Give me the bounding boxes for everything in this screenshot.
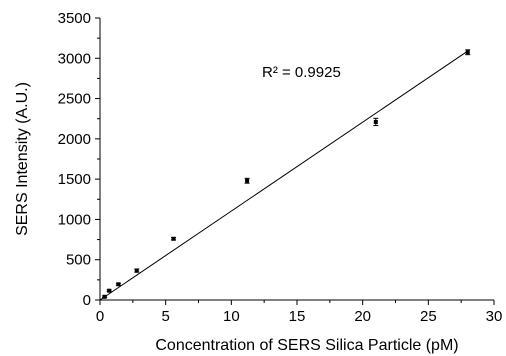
point-marker [171, 236, 176, 241]
y-tick-label: 0 [83, 292, 91, 309]
point-marker [102, 294, 107, 299]
chart-axes [99, 18, 494, 301]
y-tick-label: 1500 [58, 171, 91, 188]
data-point [244, 177, 250, 184]
r-squared-annotation: R² = 0.9925 [262, 64, 341, 81]
data-point [373, 117, 379, 127]
y-tick-label: 2500 [58, 91, 91, 108]
x-tick-label: 20 [354, 308, 371, 325]
y-axis-title: SERS Intensity (A.U.) [14, 82, 31, 236]
x-tick-label: 30 [486, 308, 503, 325]
y-tick-label: 3000 [58, 50, 91, 67]
axis-ticks [95, 17, 495, 305]
trend-line-group [99, 50, 469, 301]
data-point [115, 282, 121, 287]
point-marker [107, 288, 112, 293]
y-tick-label: 500 [66, 252, 91, 269]
data-point [134, 268, 140, 273]
data-point [102, 294, 108, 299]
y-tick-label: 3500 [58, 10, 91, 27]
data-point [171, 236, 177, 241]
tick-labels: 0 500 1000 1500 2000 2500 3000 3500 0 5 10 15 20 25 30 [58, 10, 503, 325]
point-marker [373, 119, 378, 124]
y-tick-label: 2000 [58, 131, 91, 148]
data-point [106, 288, 112, 293]
x-axis-title: Concentration of SERS Silica Particle (p… [155, 337, 458, 354]
x-tick-label: 10 [223, 308, 240, 325]
y-tick-label: 1000 [58, 211, 91, 228]
x-tick-label: 0 [96, 308, 104, 325]
point-marker [465, 50, 470, 55]
linear-fit-line [99, 50, 469, 301]
point-marker [245, 178, 250, 183]
data-points [102, 49, 471, 299]
x-tick-label: 15 [289, 308, 306, 325]
point-marker [116, 282, 121, 287]
x-tick-label: 25 [420, 308, 437, 325]
x-tick-label: 5 [161, 308, 169, 325]
data-point [465, 49, 471, 56]
point-marker [134, 268, 139, 273]
